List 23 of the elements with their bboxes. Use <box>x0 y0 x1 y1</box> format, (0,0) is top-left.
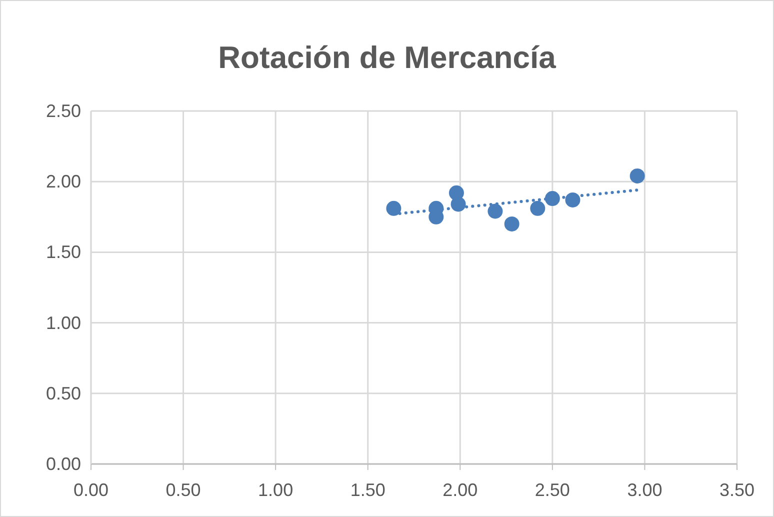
point <box>450 196 466 212</box>
point <box>544 191 560 206</box>
x-tick-label: 1.50 <box>350 480 386 500</box>
y-tick-label: 0.00 <box>46 454 81 474</box>
point <box>504 216 520 232</box>
y-tick-label: 2.50 <box>46 101 81 121</box>
x-tick-label: 0.50 <box>166 480 201 500</box>
x-tick-label: 1.00 <box>258 480 294 500</box>
point <box>630 168 645 184</box>
point <box>488 204 503 219</box>
y-tick-label: 0.50 <box>46 383 81 404</box>
x-tick-label: 3.50 <box>719 480 755 500</box>
y-tick-label: 1.00 <box>46 312 81 333</box>
point <box>530 200 546 216</box>
point <box>386 200 402 216</box>
x-tick-label: 2.50 <box>534 480 570 500</box>
y-tick-label: 1.50 <box>46 242 81 262</box>
x-tick-label: 0.00 <box>73 480 109 500</box>
chart-title: Rotación de Mercancía <box>218 40 557 75</box>
point <box>565 192 580 208</box>
x-tick-label: 3.00 <box>627 480 662 500</box>
x-tick-label: 2.00 <box>442 480 478 500</box>
y-tick-label: 2.00 <box>46 172 81 192</box>
